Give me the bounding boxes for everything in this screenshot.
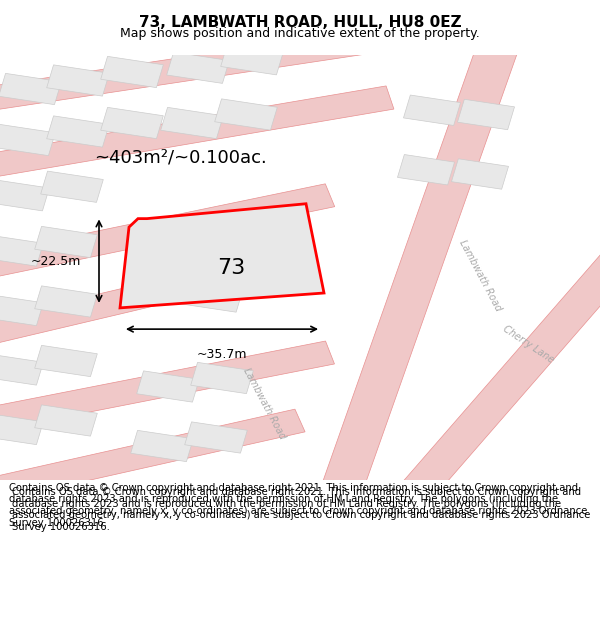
Polygon shape: [191, 362, 253, 394]
Polygon shape: [0, 184, 335, 288]
Polygon shape: [35, 405, 97, 436]
Polygon shape: [161, 107, 223, 139]
Polygon shape: [167, 52, 229, 83]
Polygon shape: [35, 226, 97, 258]
Polygon shape: [47, 116, 109, 147]
Polygon shape: [41, 171, 103, 202]
Text: 73: 73: [217, 258, 245, 278]
Polygon shape: [392, 239, 600, 508]
Polygon shape: [0, 235, 43, 266]
Polygon shape: [101, 56, 163, 88]
Polygon shape: [0, 179, 49, 211]
Polygon shape: [215, 99, 277, 130]
Polygon shape: [0, 73, 61, 104]
Polygon shape: [0, 22, 424, 118]
Polygon shape: [152, 223, 232, 261]
Polygon shape: [137, 371, 199, 402]
Text: ~35.7m: ~35.7m: [197, 348, 247, 361]
Polygon shape: [0, 124, 55, 156]
Text: Lambwath Road: Lambwath Road: [457, 239, 503, 313]
Text: 73, LAMBWATH ROAD, HULL, HU8 0EZ: 73, LAMBWATH ROAD, HULL, HU8 0EZ: [139, 16, 461, 31]
Polygon shape: [101, 107, 163, 139]
Polygon shape: [397, 154, 455, 185]
Polygon shape: [0, 409, 305, 512]
Text: Lambwath Road: Lambwath Road: [241, 366, 287, 441]
Text: ~403m²/~0.100ac.: ~403m²/~0.100ac.: [94, 148, 266, 166]
Polygon shape: [120, 204, 324, 308]
Polygon shape: [0, 354, 43, 385]
Text: ~22.5m: ~22.5m: [31, 254, 81, 268]
Text: Contains OS data © Crown copyright and database right 2021. This information is : Contains OS data © Crown copyright and d…: [9, 483, 587, 528]
Polygon shape: [35, 346, 97, 377]
Polygon shape: [0, 294, 43, 326]
Polygon shape: [185, 422, 247, 453]
Text: Cherry Lane: Cherry Lane: [500, 323, 556, 365]
Polygon shape: [164, 274, 244, 312]
Polygon shape: [0, 341, 334, 441]
Text: Map shows position and indicative extent of the property.: Map shows position and indicative extent…: [120, 27, 480, 39]
Polygon shape: [0, 86, 394, 186]
Polygon shape: [0, 248, 305, 355]
Text: Contains OS data © Crown copyright and database right 2021. This information is : Contains OS data © Crown copyright and d…: [12, 488, 590, 532]
Polygon shape: [457, 99, 515, 130]
Polygon shape: [310, 9, 530, 526]
Polygon shape: [131, 431, 193, 462]
Polygon shape: [403, 95, 461, 126]
Polygon shape: [0, 413, 43, 444]
Polygon shape: [47, 65, 109, 96]
Polygon shape: [35, 286, 97, 317]
Polygon shape: [221, 44, 283, 75]
Polygon shape: [451, 159, 509, 189]
